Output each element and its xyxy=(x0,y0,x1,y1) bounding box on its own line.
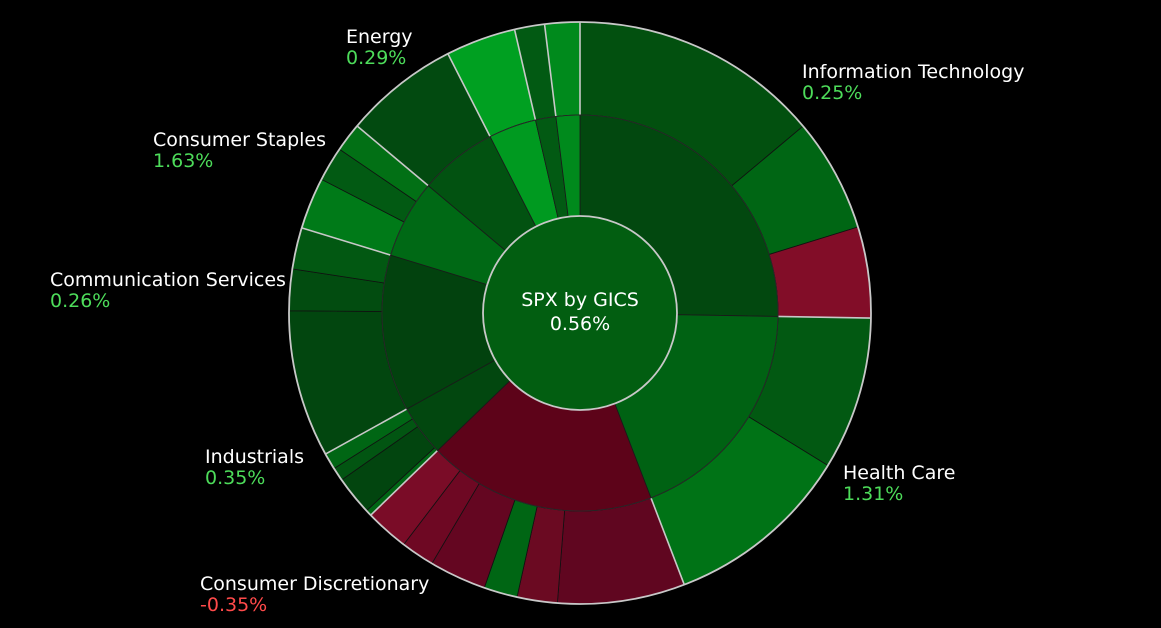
sector-change: 0.35% xyxy=(205,467,266,489)
sector-label-consumer-staples[interactable]: Consumer Staples 1.63% xyxy=(153,130,326,172)
sector-name: Industrials xyxy=(205,446,305,468)
center-label: SPX by GICS 0.56% xyxy=(480,288,680,336)
sector-label-information-technology[interactable]: Information Technology 0.25% xyxy=(802,62,1024,104)
outer-ring xyxy=(288,21,872,605)
sector-change: 0.25% xyxy=(802,82,863,104)
sector-name: Energy xyxy=(346,26,413,48)
sector-label-communication-services[interactable]: Communication Services 0.26% xyxy=(50,270,286,312)
center-hub xyxy=(482,215,678,411)
sector-change: -0.35% xyxy=(200,594,268,616)
inner-ring xyxy=(381,114,779,512)
outer-border xyxy=(288,21,872,605)
sector-change: 1.31% xyxy=(843,483,904,505)
center-title: SPX by GICS xyxy=(521,289,639,311)
sector-label-health-care[interactable]: Health Care 1.31% xyxy=(843,463,955,505)
sector-change: 1.63% xyxy=(153,150,214,172)
sector-label-industrials[interactable]: Industrials 0.35% xyxy=(205,447,304,489)
sector-change: 0.26% xyxy=(50,290,111,312)
sector-change: 0.29% xyxy=(346,47,407,69)
sector-name: Consumer Staples xyxy=(153,129,327,151)
sector-label-consumer-discretionary[interactable]: Consumer Discretionary -0.35% xyxy=(200,574,429,616)
center-circle[interactable] xyxy=(482,215,678,411)
sector-name: Consumer Discretionary xyxy=(200,573,430,595)
center-value: 0.56% xyxy=(549,313,611,335)
inner-border xyxy=(381,114,779,512)
sector-label-energy[interactable]: Energy 0.29% xyxy=(346,27,413,69)
sector-name: Communication Services xyxy=(50,269,286,291)
sector-name: Health Care xyxy=(843,462,956,484)
sector-name: Information Technology xyxy=(802,61,1025,83)
